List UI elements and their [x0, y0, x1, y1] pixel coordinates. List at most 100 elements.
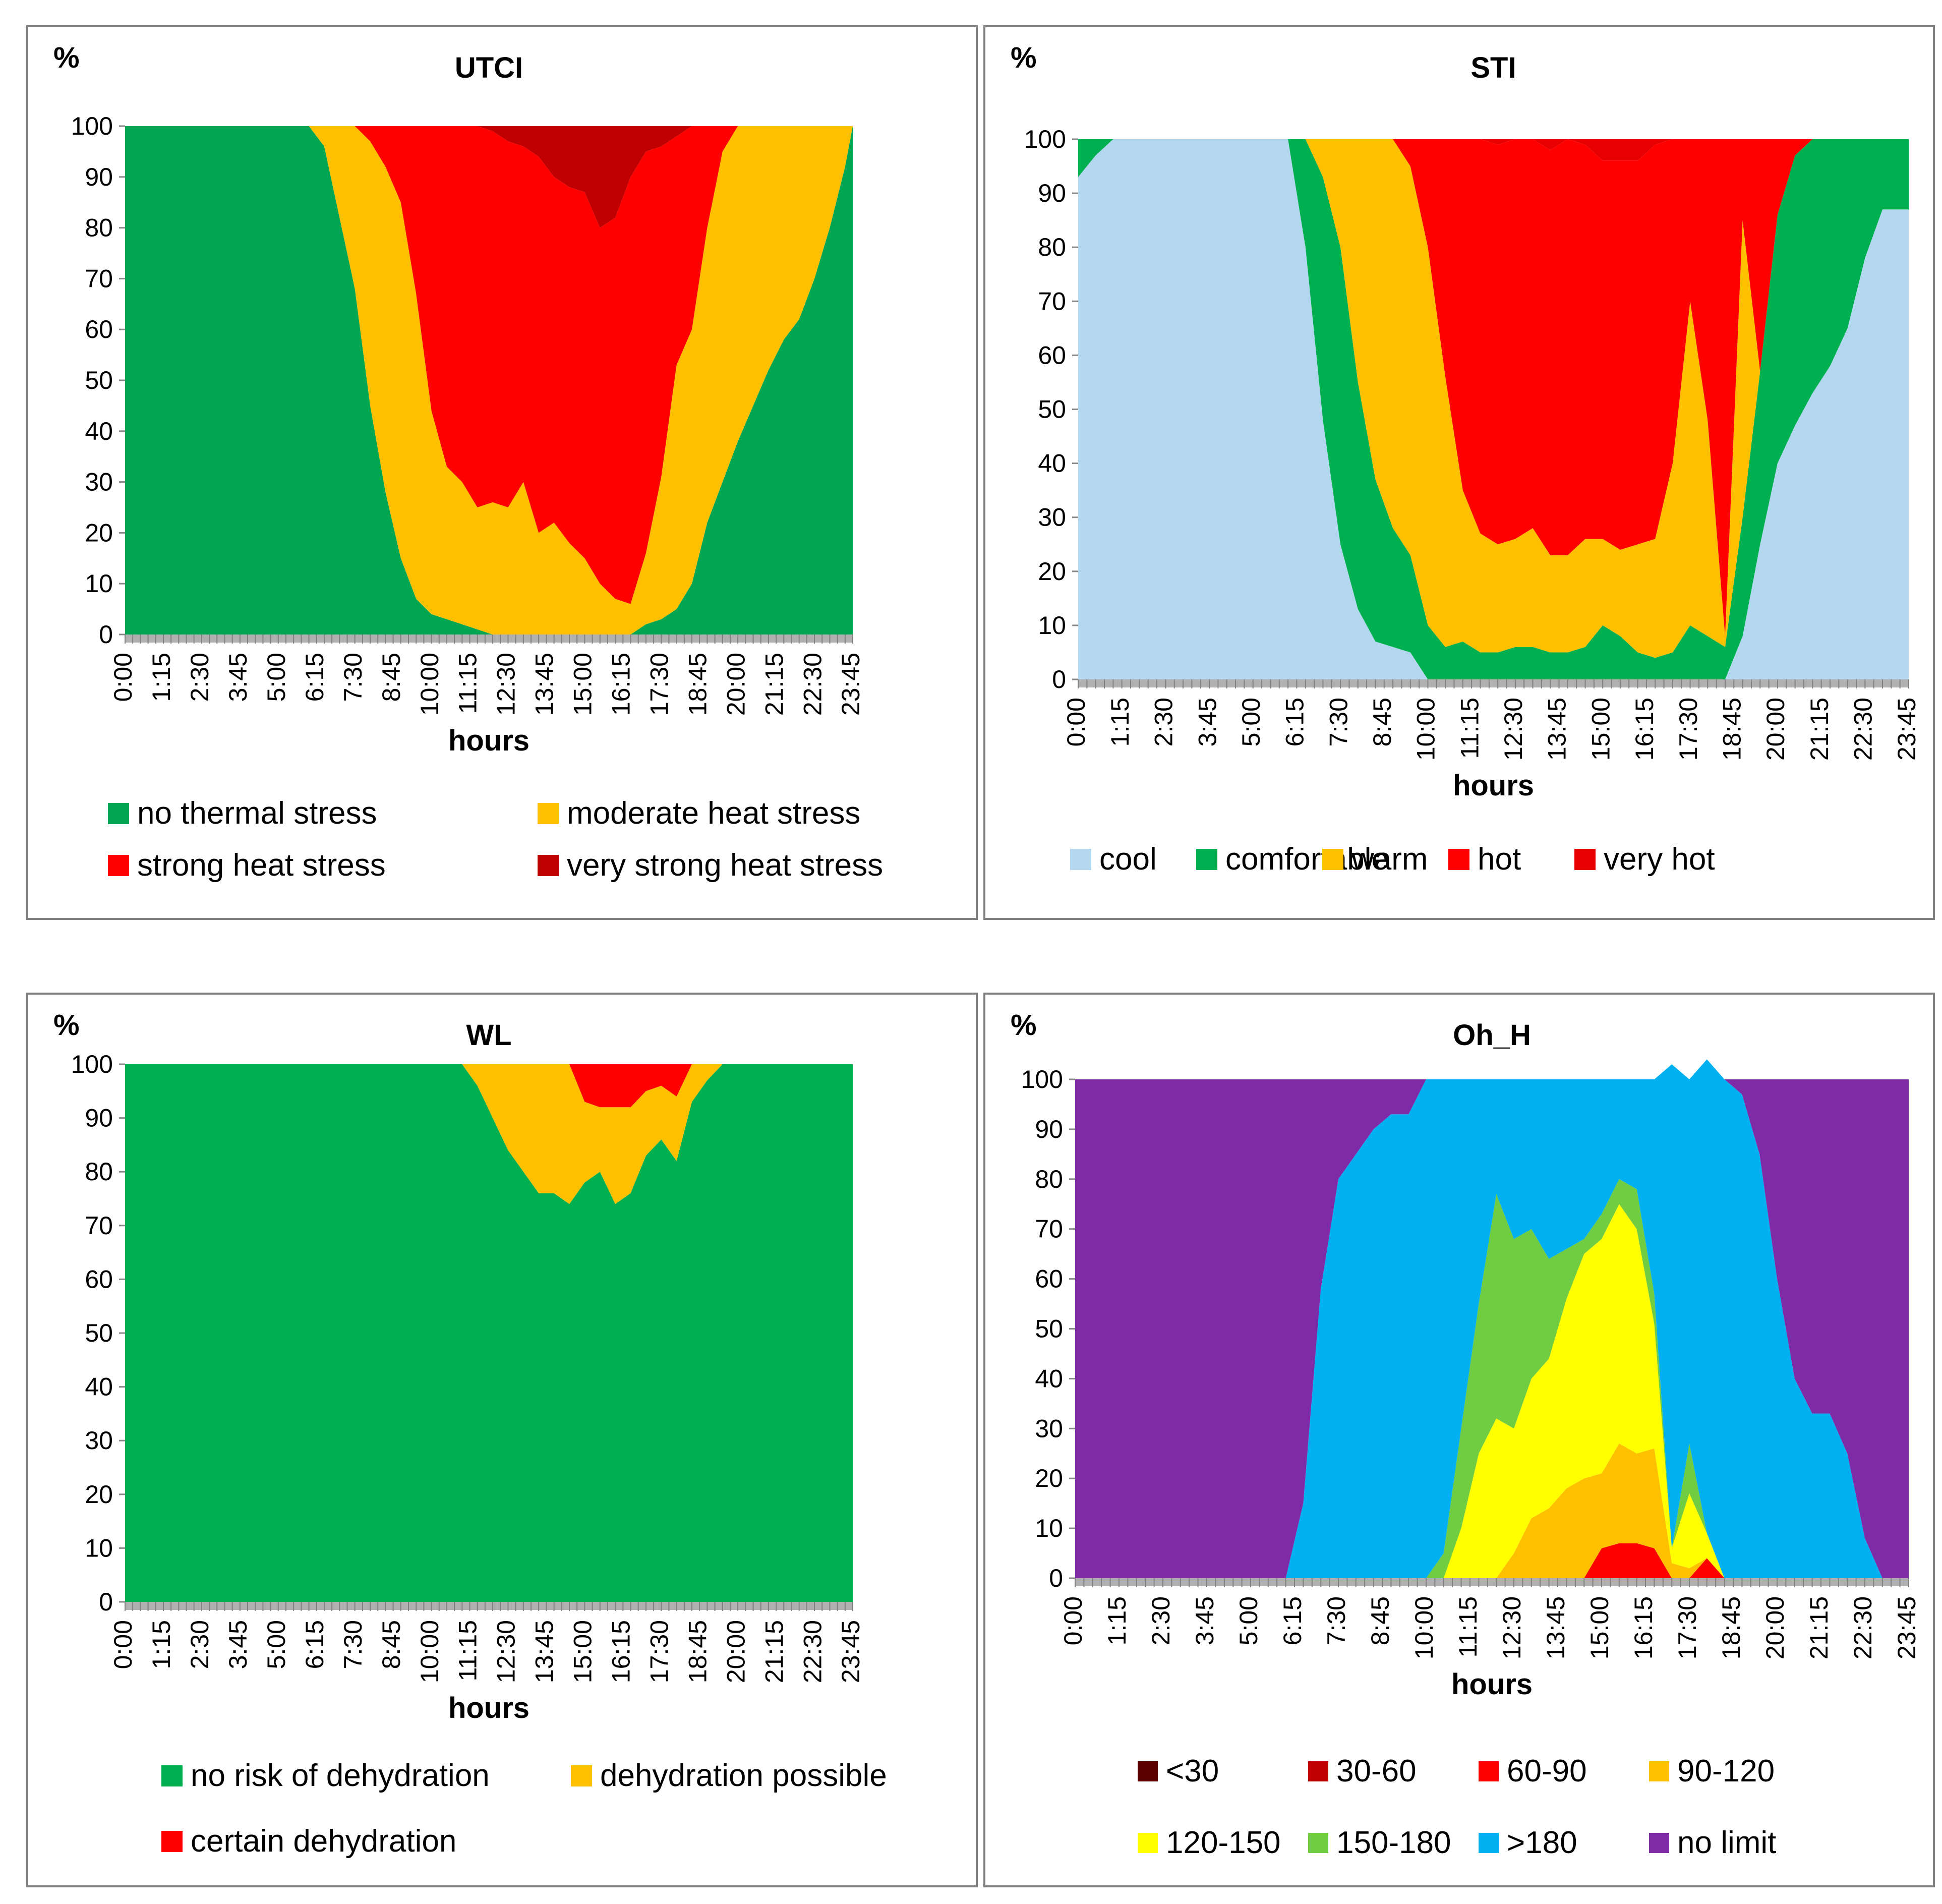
- x-tick-label: 2:30: [1150, 698, 1178, 746]
- x-axis-label: hours: [448, 724, 529, 757]
- x-tick-label: 2:30: [186, 1620, 214, 1669]
- y-tick-label: 30: [85, 468, 113, 496]
- y-tick-label: 80: [85, 1158, 113, 1186]
- x-tick-label: 13:45: [1543, 698, 1571, 761]
- x-tick-label: 3:45: [1191, 1596, 1219, 1645]
- y-tick-label: 80: [85, 214, 113, 242]
- x-tick-label: 5:00: [1237, 698, 1265, 746]
- y-tick-label: 80: [1038, 233, 1066, 261]
- x-tick-label: 6:15: [1281, 698, 1309, 746]
- x-tick-label: 13:45: [531, 1620, 559, 1683]
- y-tick-label: 50: [85, 1319, 113, 1347]
- x-tick-label: 1:15: [147, 653, 175, 702]
- chart-panel-utci: UTCI% 0 10 20 30 40 50 60 70 80 90 100 0:00 1:15 2:30 3…: [26, 25, 978, 920]
- legend-label: very strong heat stress: [567, 848, 883, 883]
- x-tick-label: 6:15: [301, 653, 329, 702]
- x-tick-label: 0:00: [1059, 1596, 1087, 1645]
- legend-swatch: [1649, 1761, 1669, 1781]
- x-axis: [1078, 679, 1909, 688]
- x-axis: [125, 634, 853, 644]
- x-tick-label: 0:00: [109, 653, 137, 702]
- x-axis-band: [125, 1602, 853, 1610]
- x-tick-label: 3:45: [224, 653, 252, 702]
- y-tick-label: 70: [85, 264, 113, 293]
- x-tick-label: 15:00: [1585, 1596, 1614, 1659]
- x-tick-label: 22:30: [798, 1620, 827, 1683]
- x-tick-label: 21:15: [1805, 698, 1834, 761]
- x-tick-label: 12:30: [492, 1620, 520, 1683]
- legend-item: very strong heat stress: [538, 848, 883, 883]
- y-tick-label: 0: [99, 620, 113, 649]
- legend-swatch: [538, 855, 559, 876]
- x-tick-label: 17:30: [645, 653, 673, 716]
- series-area-3: [1078, 139, 1909, 637]
- y-tick-label: 90: [1038, 179, 1066, 207]
- x-tick-label: 15:00: [569, 653, 597, 716]
- series-area-2: [1075, 1543, 1909, 1578]
- series-area-2: [1078, 139, 1909, 658]
- legend-swatch: [108, 803, 129, 824]
- x-axis: [125, 1602, 853, 1611]
- x-tick-label: 15:00: [569, 1620, 597, 1683]
- legend-swatch: [161, 1831, 183, 1852]
- legend-label: dehydration possible: [600, 1758, 887, 1793]
- legend-label: >180: [1507, 1825, 1577, 1860]
- legend-label: comfortable: [1225, 842, 1389, 877]
- legend-item: very hot: [1574, 842, 1715, 877]
- x-tick-label: 5:00: [1234, 1596, 1263, 1645]
- x-tick-label: 8:45: [1366, 1596, 1394, 1645]
- x-tick-label: 12:30: [1498, 1596, 1526, 1659]
- x-tick-label: 7:30: [339, 1620, 367, 1669]
- legend-swatch: [1070, 849, 1091, 870]
- x-tick-label: 12:30: [1499, 698, 1527, 761]
- legend-item: cool: [1070, 842, 1157, 877]
- x-tick-label: 8:45: [377, 653, 405, 702]
- y-tick-label: 100: [71, 112, 113, 140]
- legend-swatch: [571, 1765, 592, 1786]
- legend-swatch: [538, 803, 559, 824]
- legend-swatch: [1574, 849, 1596, 870]
- legend-swatch: [1138, 1761, 1158, 1781]
- x-tick-label: 17:30: [1674, 698, 1702, 761]
- x-tick-label: 21:15: [760, 1620, 788, 1683]
- legend-item: strong heat stress: [108, 848, 386, 883]
- y-tick-label: 90: [85, 1104, 113, 1132]
- x-tick-label: 22:30: [1849, 698, 1877, 761]
- series-area-2: [125, 1064, 853, 1108]
- y-tick-label: 20: [85, 1480, 113, 1509]
- x-tick-label: 21:15: [760, 653, 788, 716]
- y-tick-label: 60: [85, 315, 113, 343]
- legend-swatch: [1479, 1761, 1499, 1781]
- legend-label: very hot: [1604, 842, 1715, 877]
- y-axis-label: %: [53, 1009, 80, 1042]
- x-tick-label: 8:45: [377, 1620, 405, 1669]
- legend-swatch: [1308, 1761, 1328, 1781]
- y-tick-label: 100: [1021, 1065, 1063, 1093]
- series-area-1: [125, 126, 853, 634]
- series-area-4: [1075, 1204, 1909, 1578]
- legend-swatch: [1138, 1833, 1158, 1853]
- legend-item: certain dehydration: [161, 1824, 456, 1859]
- legend-swatch: [1448, 849, 1469, 870]
- y-tick-label: 90: [85, 163, 113, 191]
- legend-item: hot: [1448, 842, 1521, 877]
- y-axis-label: %: [1011, 41, 1037, 74]
- y-tick-label: 20: [1038, 557, 1066, 586]
- x-tick-label: 20:00: [1761, 698, 1790, 761]
- y-tick-label: 10: [1038, 611, 1066, 640]
- legend-label: no risk of dehydration: [191, 1758, 490, 1793]
- x-tick-label: 18:45: [683, 653, 712, 716]
- legend-swatch: [1649, 1833, 1669, 1853]
- chart-panel-wl: WL% 0 10 20 30 40 50 60 70 80 90 100 0:00 1:15 2:30 3:4…: [26, 993, 978, 1887]
- legend-label: 150-180: [1336, 1825, 1451, 1860]
- x-tick-label: 2:30: [186, 653, 214, 702]
- y-tick-label: 20: [1035, 1464, 1063, 1492]
- x-tick-label: 23:45: [1893, 1596, 1921, 1659]
- x-tick-label: 7:30: [339, 653, 367, 702]
- legend-item: dehydration possible: [571, 1758, 887, 1793]
- y-tick-label: 80: [1035, 1165, 1063, 1193]
- y-tick-label: 40: [85, 1373, 113, 1401]
- x-tick-label: 5:00: [262, 1620, 290, 1669]
- x-tick-label: 2:30: [1147, 1596, 1175, 1645]
- legend-label: moderate heat stress: [567, 796, 860, 831]
